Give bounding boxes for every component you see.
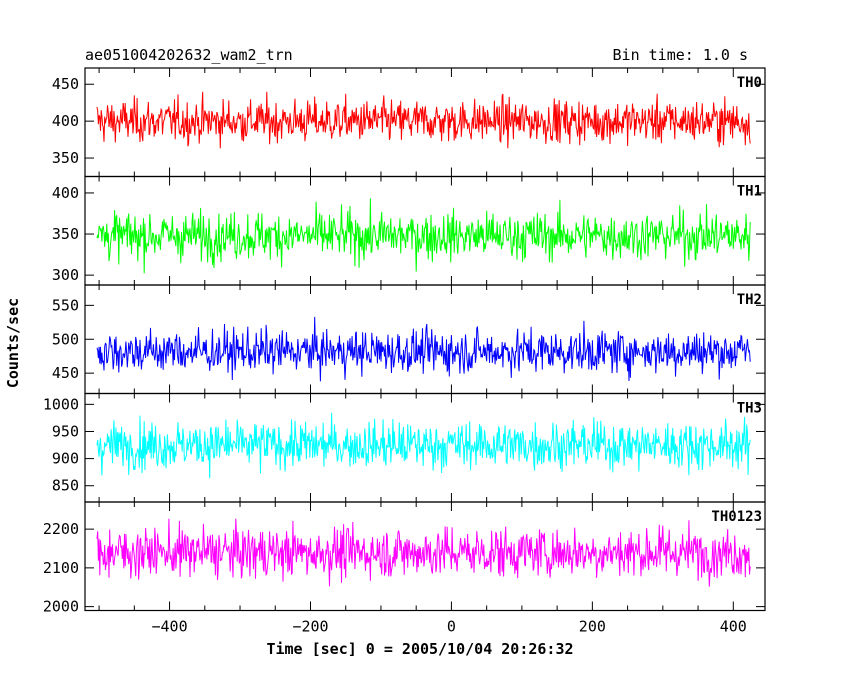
y-tick-label: 2100 bbox=[43, 559, 79, 577]
y-tick-label: 450 bbox=[52, 75, 79, 93]
x-axis-label: Time [sec] 0 = 2005/10/04 20:26:32 bbox=[266, 640, 573, 658]
y-tick-label: 900 bbox=[52, 450, 79, 468]
panel-th2: 450 500 550 TH2 bbox=[52, 284, 766, 395]
bin-time-label: Bin time: 1.0 s bbox=[613, 46, 748, 64]
y-tick-label: 300 bbox=[52, 266, 79, 284]
panel-th0123: 2000 2100 2200 TH0123 bbox=[43, 501, 766, 616]
panel-frame bbox=[84, 501, 766, 612]
x-axis: −400 −200 0 200 400 bbox=[151, 618, 746, 636]
x-tick-label: 200 bbox=[579, 618, 606, 636]
panel-label: TH0123 bbox=[711, 509, 762, 525]
series-line-th0 bbox=[96, 91, 751, 149]
y-tick-label: 350 bbox=[52, 225, 79, 243]
panel-label: TH1 bbox=[737, 184, 762, 200]
y-axis-label: Counts/sec bbox=[4, 298, 22, 388]
panel-label: TH2 bbox=[737, 292, 762, 308]
panel-th3: 850 900 950 1000 TH3 bbox=[43, 392, 766, 503]
y-tick-label: 500 bbox=[52, 330, 79, 348]
panel-th1: 300 350 400 TH1 bbox=[52, 175, 766, 286]
y-tick-label: 400 bbox=[52, 184, 79, 202]
x-tick-label: −200 bbox=[292, 618, 328, 636]
x-tick-label: −400 bbox=[151, 618, 187, 636]
y-tick-label: 2000 bbox=[43, 598, 79, 616]
y-tick-label: 350 bbox=[52, 149, 79, 167]
series-line-th1 bbox=[96, 198, 751, 274]
panel-th0: 350 400 450 TH0 bbox=[52, 67, 766, 178]
x-tick-label: 0 bbox=[447, 618, 456, 636]
panel-label: TH3 bbox=[737, 401, 762, 417]
series-line-th3 bbox=[96, 412, 751, 479]
y-tick-label: 1000 bbox=[43, 395, 79, 413]
y-tick-label: 450 bbox=[52, 364, 79, 382]
y-tick-label: 400 bbox=[52, 112, 79, 130]
chart-title: ae051004202632_wam2_trn bbox=[85, 46, 293, 64]
panel-label: TH0 bbox=[737, 75, 762, 91]
x-tick-label: 400 bbox=[720, 618, 747, 636]
panels-group: 350 400 450 TH0 300 350 400 TH1 450 500 550 TH2 850 9… bbox=[43, 67, 766, 616]
series-line-th2 bbox=[96, 316, 751, 382]
y-tick-label: 850 bbox=[52, 477, 79, 495]
series-line-th0123 bbox=[96, 518, 751, 587]
y-tick-label: 950 bbox=[52, 422, 79, 440]
panel-frame bbox=[84, 284, 766, 395]
y-tick-label: 2200 bbox=[43, 520, 79, 538]
y-tick-label: 550 bbox=[52, 296, 79, 314]
